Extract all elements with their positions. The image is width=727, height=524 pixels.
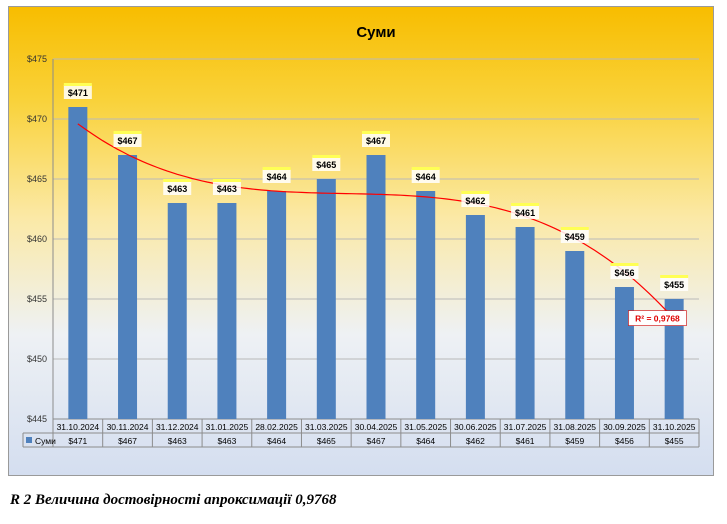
data-label-bg: [163, 181, 192, 195]
bar: [167, 203, 187, 419]
table-value: $465: [317, 436, 336, 446]
data-label-bg: [461, 193, 490, 207]
data-label: $464: [267, 172, 287, 182]
bar: [565, 251, 585, 419]
data-label-bg: [262, 169, 291, 183]
data-label-highlight: [511, 203, 540, 206]
data-label-highlight: [113, 131, 142, 134]
data-label-highlight: [312, 155, 341, 158]
table-value: $461: [516, 436, 535, 446]
table-value: $463: [217, 436, 236, 446]
bar: [217, 203, 237, 419]
x-tick-label: 31.12.2024: [156, 422, 199, 432]
data-label: $471: [68, 88, 88, 98]
x-tick-label: 31.07.2025: [504, 422, 547, 432]
table-value: $456: [615, 436, 634, 446]
data-label-bg: [113, 133, 142, 147]
table-value: $463: [168, 436, 187, 446]
y-tick-label: $460: [27, 234, 47, 244]
data-label-highlight: [560, 227, 589, 230]
data-label-highlight: [262, 167, 291, 170]
data-label-highlight: [461, 191, 490, 194]
x-tick-label: 28.02.2025: [255, 422, 298, 432]
bar: [416, 191, 436, 419]
data-label-bg: [610, 265, 639, 279]
data-label: $455: [664, 280, 684, 290]
chart-title: Суми: [356, 24, 395, 41]
x-tick-label: 30.09.2025: [603, 422, 646, 432]
bar: [465, 215, 485, 419]
data-label: $462: [465, 196, 485, 206]
data-label-bg: [411, 169, 440, 183]
chart-frame: Суми $445 $450 $455 $460 $465 $470 $475 $471 $467…: [8, 6, 714, 476]
x-tick-label: 31.10.2024: [57, 422, 100, 432]
data-label-bg: [660, 277, 689, 291]
data-label-bg: [212, 181, 241, 195]
data-label-bg: [560, 229, 589, 243]
data-label-bg: [63, 85, 92, 99]
table-value: $464: [267, 436, 286, 446]
data-label: $464: [416, 172, 436, 182]
legend-label: Суми: [35, 436, 56, 446]
x-tick-label: 31.08.2025: [553, 422, 596, 432]
data-label-highlight: [163, 179, 192, 182]
y-tick-label: $445: [27, 414, 47, 424]
chart-caption: R 2 Величина достовірності апроксимації …: [10, 492, 337, 508]
bar: [515, 227, 535, 419]
data-label-highlight: [212, 179, 241, 182]
legend-key: [26, 437, 32, 443]
table-value: $462: [466, 436, 485, 446]
x-tick-label: 31.03.2025: [305, 422, 348, 432]
bar: [118, 155, 138, 419]
x-tick-label: 30.11.2024: [107, 422, 149, 432]
data-label: $467: [366, 136, 386, 146]
data-label-bg: [312, 157, 341, 171]
y-tick-label: $465: [27, 174, 47, 184]
data-label-highlight: [63, 83, 92, 86]
data-label: $467: [118, 136, 138, 146]
data-label: $461: [515, 208, 535, 218]
y-tick-label: $455: [27, 294, 47, 304]
data-label-highlight: [660, 275, 689, 278]
table-value: $459: [565, 436, 584, 446]
data-label-bg: [362, 133, 390, 147]
data-label-highlight: [411, 167, 440, 170]
table-value: $464: [416, 436, 435, 446]
bar: [614, 287, 634, 419]
chart-area: Суми $445 $450 $455 $460 $465 $470 $475 $471 $467…: [22, 24, 700, 448]
bar: [664, 299, 684, 419]
bar: [267, 191, 287, 419]
table-value: $467: [118, 436, 137, 446]
table-value: $471: [68, 436, 87, 446]
table-value: $467: [367, 436, 386, 446]
data-label: $459: [565, 232, 585, 242]
data-label: $463: [217, 184, 237, 194]
bar: [68, 107, 88, 419]
r2-label: R² = 0,9768: [635, 314, 680, 324]
x-tick-label: 31.01.2025: [206, 422, 249, 432]
y-tick-label: $470: [27, 114, 47, 124]
data-label-highlight: [610, 263, 639, 266]
r2-box: [628, 310, 687, 326]
table-value: $455: [665, 436, 684, 446]
data-label: $456: [614, 268, 634, 278]
bar: [316, 179, 336, 419]
data-label: $463: [167, 184, 187, 194]
x-tick-label: 31.10.2025: [653, 422, 696, 432]
data-label-highlight: [362, 131, 390, 134]
x-tick-label: 30.04.2025: [355, 422, 398, 432]
x-tick-label: 30.06.2025: [454, 422, 497, 432]
y-tick-label: $450: [27, 354, 47, 364]
data-label: $465: [316, 160, 336, 170]
x-tick-label: 31.05.2025: [404, 422, 447, 432]
y-tick-label: $475: [27, 54, 47, 64]
data-label-bg: [511, 205, 540, 219]
bar: [366, 155, 386, 419]
